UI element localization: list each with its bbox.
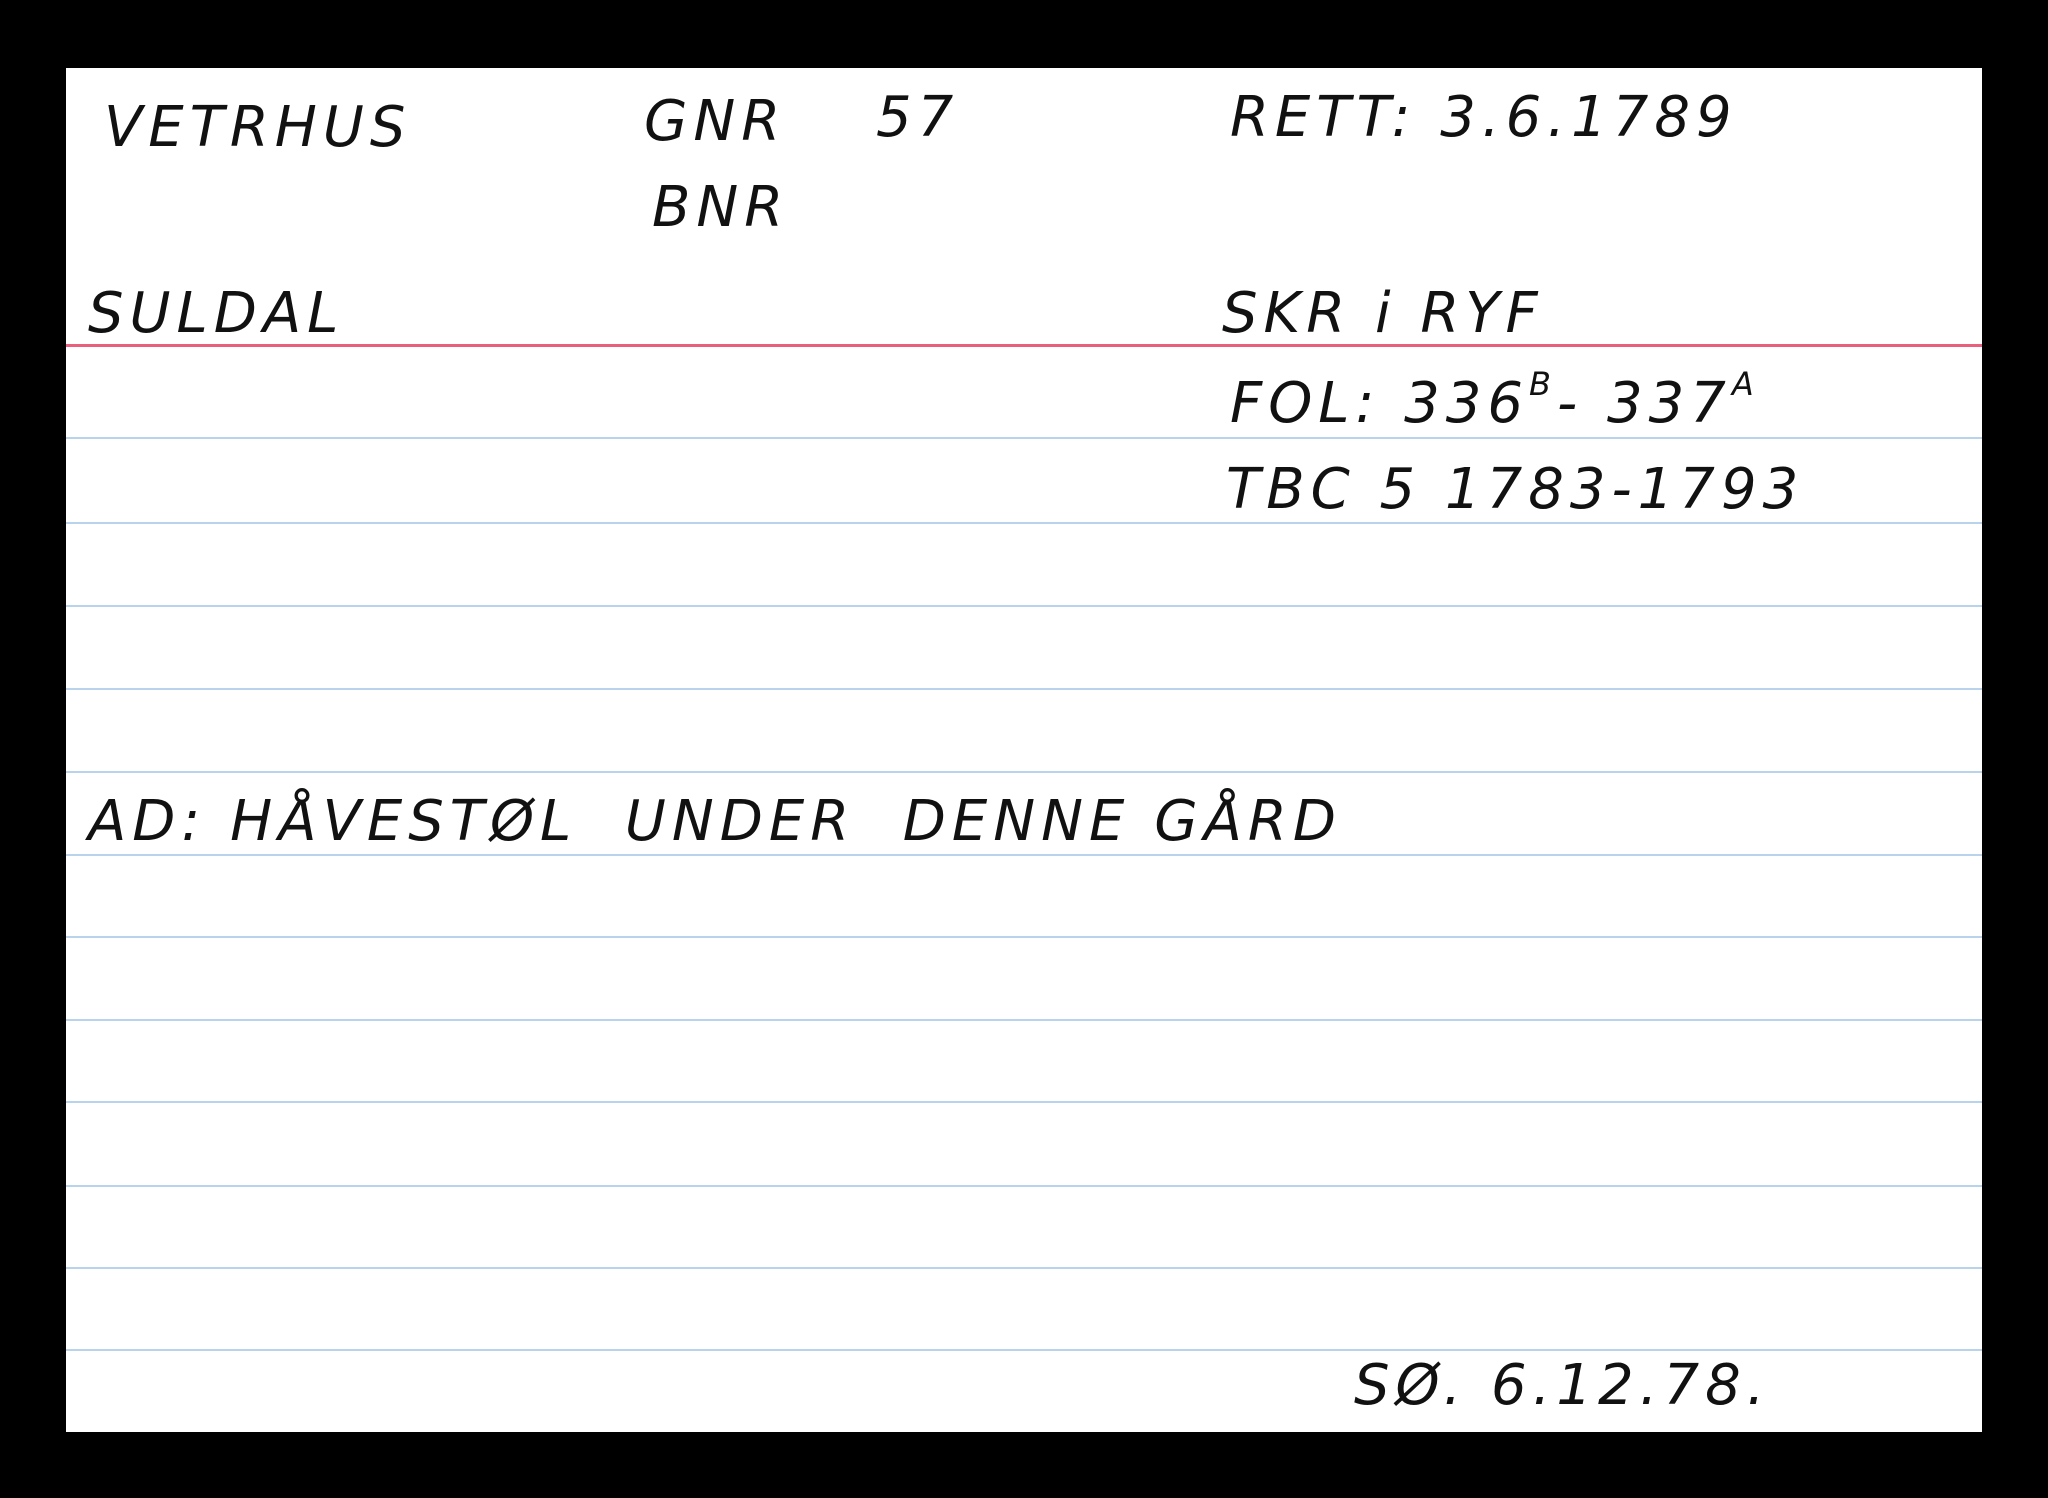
bnr-label: BNR	[652, 175, 790, 240]
ruled-line	[66, 1019, 1982, 1021]
gnr-value: 57	[876, 85, 960, 150]
index-card: VETRHUS GNR 57 BNR RETT: 3.6.1789 SULDAL…	[66, 68, 1982, 1432]
court: SKR i RYF	[1222, 281, 1544, 346]
ruled-line	[66, 1185, 1982, 1187]
folio-prefix: FOL: 336	[1230, 371, 1530, 436]
municipality: SULDAL	[88, 281, 345, 346]
ruled-line	[66, 771, 1982, 773]
ruled-line	[66, 1101, 1982, 1103]
signature: SØ. 6.12.78.	[1354, 1353, 1771, 1418]
ruled-line	[66, 688, 1982, 690]
folio: FOL: 336B- 337A	[1230, 368, 1760, 432]
note: AD: HÅVESTØL UNDER DENNE GÅRD	[88, 789, 1342, 854]
ruled-line	[66, 1349, 1982, 1351]
ruled-line	[66, 522, 1982, 524]
ruled-line	[66, 1267, 1982, 1269]
ruled-line	[66, 936, 1982, 938]
gnr-label: GNR	[644, 89, 787, 154]
margin-line	[66, 344, 1982, 347]
ruled-line	[66, 605, 1982, 607]
farm-name: VETRHUS	[104, 95, 412, 160]
ruled-line	[66, 437, 1982, 439]
protocol: TBC 5 1783-1793	[1226, 457, 1805, 522]
ruled-line	[66, 854, 1982, 856]
folio-sup-a: A	[1731, 365, 1760, 403]
folio-mid: - 337	[1557, 371, 1732, 436]
rett-date: RETT: 3.6.1789	[1230, 85, 1738, 150]
folio-sup-b: B	[1529, 365, 1557, 403]
